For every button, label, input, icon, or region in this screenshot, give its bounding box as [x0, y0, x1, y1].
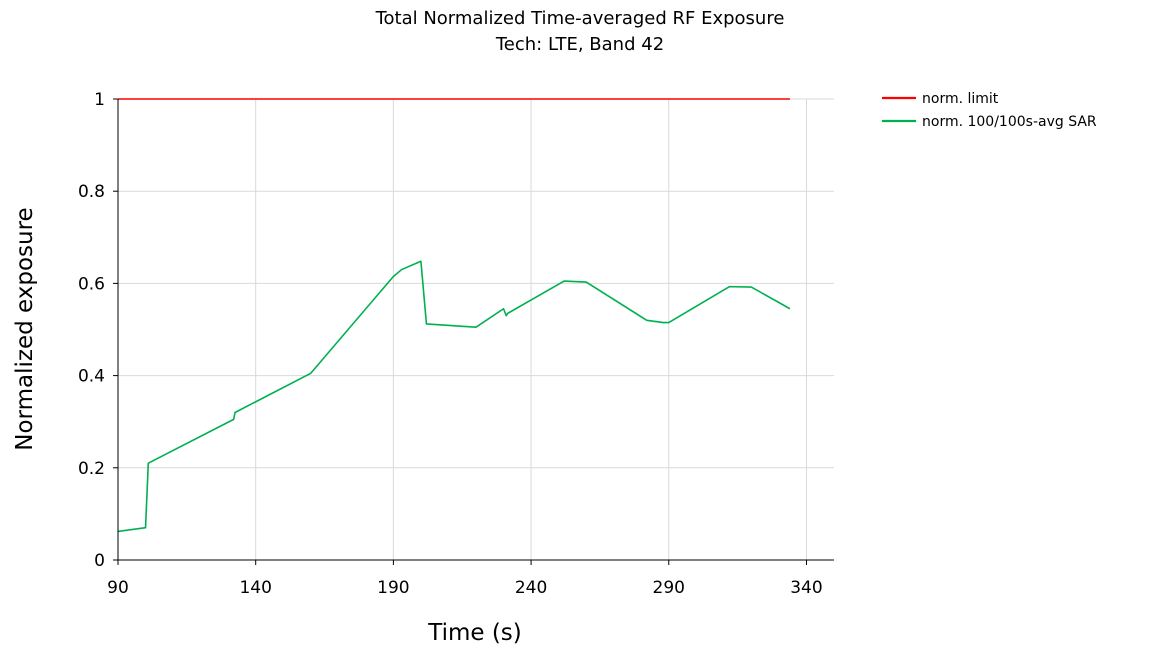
- series-line-sar: [117, 260, 791, 533]
- tick-labels: 90 140 190 240 290 340 0 0.2 0.4 0.6 0.8 1: [78, 90, 823, 598]
- x-tick-label: 290: [653, 578, 685, 598]
- legend-label: norm. limit: [922, 91, 999, 107]
- y-tick-label: 0.2: [78, 459, 105, 479]
- x-tick-label: 140: [239, 578, 271, 598]
- x-tick-label: 190: [377, 578, 409, 598]
- y-tick-label: 0.4: [78, 367, 105, 387]
- chart-subtitle: Tech: LTE, Band 42: [495, 34, 664, 55]
- x-tick-label: 340: [790, 578, 822, 598]
- x-axis-label: Time (s): [427, 620, 522, 646]
- series-layer: [117, 98, 791, 533]
- legend-label: norm. 100/100s-avg SAR: [922, 114, 1097, 130]
- grid: [118, 98, 834, 560]
- x-tick-label: 90: [107, 578, 129, 598]
- y-axis-label: Normalized exposure: [12, 207, 38, 450]
- x-tick-label: 240: [515, 578, 547, 598]
- chart-title: Total Normalized Time-averaged RF Exposu…: [375, 8, 785, 29]
- axes: [113, 98, 834, 565]
- y-tick-label: 1: [94, 90, 105, 110]
- y-tick-label: 0.8: [78, 182, 105, 202]
- y-tick-label: 0: [94, 551, 105, 571]
- legend: norm. limit norm. 100/100s-avg SAR: [882, 91, 1097, 130]
- y-tick-label: 0.6: [78, 274, 105, 294]
